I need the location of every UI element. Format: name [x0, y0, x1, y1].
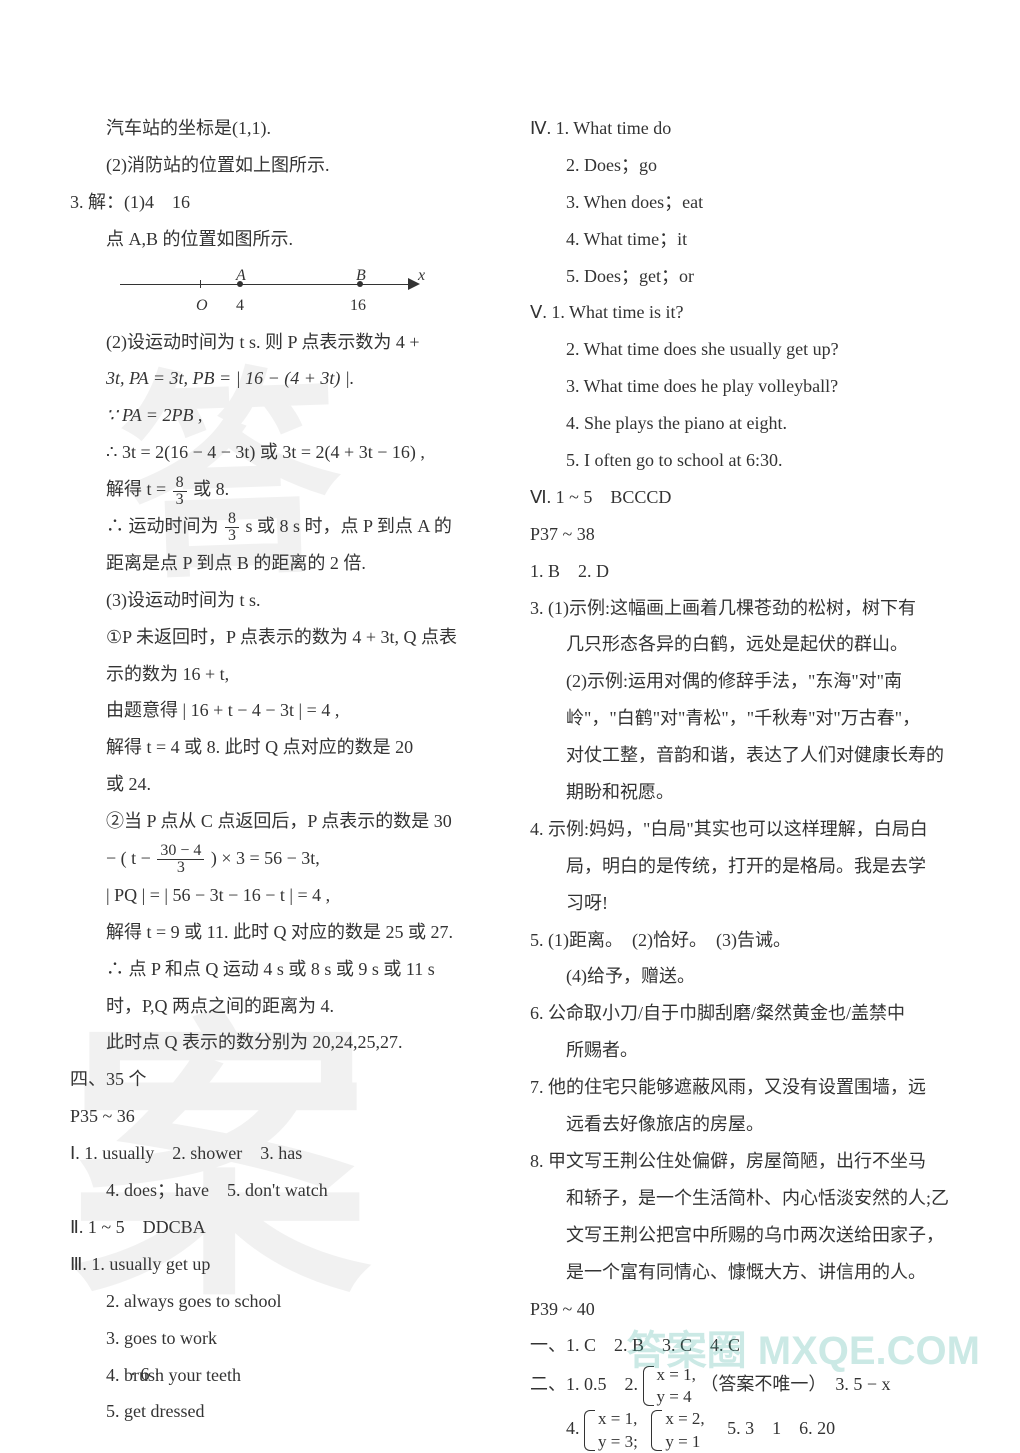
text: 时，P,Q 两点之间的距离为 4.	[70, 988, 490, 1025]
text: ∴ 运动时间为 83 s 或 8 s 时，点 P 到点 A 的	[70, 508, 490, 545]
text: − ( t − 30 − 43 ) × 3 = 56 − 3t,	[70, 840, 490, 877]
text: 期盼和祝愿。	[530, 774, 950, 811]
text: 或 8.	[193, 479, 229, 499]
text: ∴ 运动时间为	[106, 516, 219, 536]
label-O: O	[196, 290, 208, 323]
number-line-diagram: O 4 16 A B x	[120, 266, 440, 316]
text: 解得 t = 4 或 8. 此时 Q 点对应的数是 20	[70, 729, 490, 766]
text: 6. 公命取小刀/自于巾脚刮磨/粲然黄金也/盖禁中	[530, 995, 950, 1032]
text: 远看去好像旅店的房屋。	[530, 1106, 950, 1143]
text: 一、1. C 2. B 3. C 4. C	[530, 1327, 950, 1364]
text: 示的数为 16 + t,	[70, 656, 490, 693]
text: − ( t −	[106, 848, 155, 868]
text: Ⅱ. 1 ~ 5 DDCBA	[70, 1209, 490, 1246]
text: | PQ | = | 56 − 3t − 16 − t | = 4 ,	[70, 877, 490, 914]
text: (4)给予，赠送。	[530, 958, 950, 995]
equation-system: x = 1, y = 4	[643, 1364, 696, 1408]
right-column: Ⅳ. 1. What time do 2. Does；go 3. When do…	[530, 110, 950, 1453]
text: (2)设运动时间为 t s. 则 P 点表示数为 4 +	[70, 324, 490, 361]
text: ) × 3 = 56 − 3t,	[211, 848, 320, 868]
text: 3. When does；eat	[530, 184, 950, 221]
text: 几只形态各异的白鹤，远处是起伏的群山。	[530, 626, 950, 663]
text: 3. 解：(1)4 16	[70, 184, 490, 221]
label-4: 4	[236, 290, 244, 323]
text: 点 A,B 的位置如图所示.	[70, 221, 490, 258]
fraction: 83	[173, 475, 187, 508]
text: ∵ PA = 2PB ,	[70, 397, 490, 434]
fraction: 30 − 43	[157, 843, 204, 876]
left-column: 汽车站的坐标是(1,1). (2)消防站的位置如上图所示. 3. 解：(1)4 …	[70, 110, 490, 1453]
text: 解得 t = 9 或 11. 此时 Q 对应的数是 25 或 27.	[70, 914, 490, 951]
page-ref: P39 ~ 40	[530, 1291, 950, 1328]
text: 4.	[566, 1419, 584, 1439]
text: 8. 甲文写王荆公住处偏僻，房屋简陋，出行不坐马	[530, 1143, 950, 1180]
text: 所赐者。	[530, 1032, 950, 1069]
text: 1. B 2. D	[530, 553, 950, 590]
label-x: x	[418, 260, 425, 293]
text: s 或 8 s 时，点 P 到点 A 的	[246, 516, 452, 536]
text: 5. (1)距离。 (2)恰好。 (3)告诫。	[530, 922, 950, 959]
text: Ⅴ. 1. What time is it?	[530, 294, 950, 331]
text: 5. I often go to school at 6:30.	[530, 442, 950, 479]
text: 是一个富有同情心、慷慨大方、讲信用的人。	[530, 1254, 950, 1291]
text: 此时点 Q 表示的数分别为 20,24,25,27.	[70, 1024, 490, 1061]
text: 4. She plays the piano at eight.	[530, 405, 950, 442]
page-ref: P35 ~ 36	[70, 1098, 490, 1135]
text: 4. x = 1, y = 3; x = 2, y = 1 5. 3 1 6. …	[530, 1408, 950, 1452]
text: Ⅳ. 1. What time do	[530, 110, 950, 147]
text: 2. always goes to school	[70, 1283, 490, 1320]
text: 3t, PA = 3t, PB = | 16 − (4 + 3t) |.	[70, 360, 490, 397]
text: ①P 未返回时，P 点表示的数为 4 + 3t, Q 点表	[70, 619, 490, 656]
text: ∴ 点 P 和点 Q 运动 4 s 或 8 s 或 9 s 或 11 s	[70, 951, 490, 988]
section-heading: 四、35 个	[70, 1061, 490, 1098]
label-16: 16	[350, 290, 366, 323]
label-A: A	[236, 260, 246, 293]
text: 3. What time does he play volleyball?	[530, 368, 950, 405]
text: 2. Does；go	[530, 147, 950, 184]
equation-system: x = 1, y = 3;	[584, 1408, 638, 1452]
text: 4. 示例:妈妈，"白局"其实也可以这样理解，白局白	[530, 811, 950, 848]
text: Ⅲ. 1. usually get up	[70, 1246, 490, 1283]
text: 解得 t = 83 或 8.	[70, 471, 490, 508]
page-number: · 6 ·	[130, 1364, 160, 1385]
text: ∴ 3t = 2(16 − 4 − 3t) 或 3t = 2(4 + 3t − …	[70, 434, 490, 471]
text: 对仗工整，音韵和谐，表达了人们对健康长寿的	[530, 737, 950, 774]
text: 5. 3 1 6. 20	[709, 1419, 835, 1439]
text: 和轿子，是一个生活简朴、内心恬淡安然的人;乙	[530, 1180, 950, 1217]
text: (2)示例:运用对偶的修辞手法，"东海"对"南	[530, 663, 950, 700]
text: 2. What time does she usually get up?	[530, 331, 950, 368]
text: 汽车站的坐标是(1,1).	[70, 110, 490, 147]
text: （答案不唯一） 3. 5 − x	[700, 1375, 890, 1395]
text: Ⅰ. 1. usually 2. shower 3. has	[70, 1135, 490, 1172]
text: 二、1. 0.5 2. x = 1, y = 4 （答案不唯一） 3. 5 − …	[530, 1364, 950, 1408]
text: 3. (1)示例:这幅画上画着几棵苍劲的松树，树下有	[530, 590, 950, 627]
text: 二、1. 0.5 2.	[530, 1375, 643, 1395]
text: 距离是点 P 到点 B 的距离的 2 倍.	[70, 545, 490, 582]
text: (2)消防站的位置如上图所示.	[70, 147, 490, 184]
text: ②当 P 点从 C 点返回后，P 点表示的数是 30	[70, 803, 490, 840]
text: 解得 t =	[106, 479, 171, 499]
fraction: 83	[225, 511, 239, 544]
label-B: B	[356, 260, 366, 293]
text: 岭"，"白鹤"对"青松"，"千秋寿"对"万古春"，	[530, 700, 950, 737]
text: 习呀!	[530, 885, 950, 922]
text: 7. 他的住宅只能够遮蔽风雨，又没有设置围墙，远	[530, 1069, 950, 1106]
text: 4. What time；it	[530, 221, 950, 258]
text: 5. Does；get；or	[530, 258, 950, 295]
equation-system: x = 2, y = 1	[651, 1408, 704, 1452]
text: 文写王荆公把宫中所赐的乌巾两次送给田家子，	[530, 1217, 950, 1254]
text: 4. does；have 5. don't watch	[70, 1172, 490, 1209]
text: 局，明白的是传统，打开的是格局。我是去学	[530, 848, 950, 885]
text: 由题意得 | 16 + t − 4 − 3t | = 4 ,	[70, 692, 490, 729]
text: (3)设运动时间为 t s.	[70, 582, 490, 619]
page-ref: P37 ~ 38	[530, 516, 950, 553]
text: 5. get dressed	[70, 1393, 490, 1430]
text: 3. goes to work	[70, 1320, 490, 1357]
text: 或 24.	[70, 766, 490, 803]
text: Ⅵ. 1 ~ 5 BCCCD	[530, 479, 950, 516]
